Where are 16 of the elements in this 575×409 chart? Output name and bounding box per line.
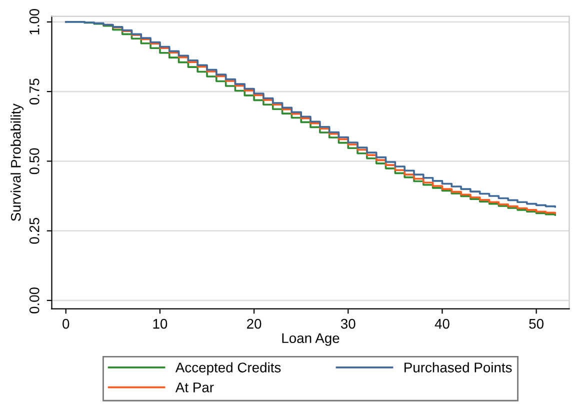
legend-label: At Par bbox=[175, 382, 214, 392]
legend-label: Purchased Points bbox=[404, 362, 512, 372]
y-tick-label: 0.25 bbox=[29, 218, 40, 244]
y-tick-label: 0.50 bbox=[29, 148, 40, 174]
y-tick-label: 0.00 bbox=[29, 287, 40, 314]
legend-label: Accepted Credits bbox=[175, 362, 281, 376]
x-tick-label: 20 bbox=[247, 318, 262, 329]
y-tick-label: 0.75 bbox=[29, 78, 40, 105]
y-axis-title: Survival Probability bbox=[10, 104, 24, 221]
y-tick-label: 1.00 bbox=[29, 8, 40, 34]
x-tick-label: 40 bbox=[434, 318, 450, 329]
x-tick-label: 0 bbox=[62, 318, 70, 329]
x-tick-label: 50 bbox=[529, 318, 544, 329]
x-tick-label: 30 bbox=[340, 318, 356, 329]
x-tick-label: 10 bbox=[153, 318, 168, 329]
x-axis-title: Loan Age bbox=[282, 333, 340, 346]
